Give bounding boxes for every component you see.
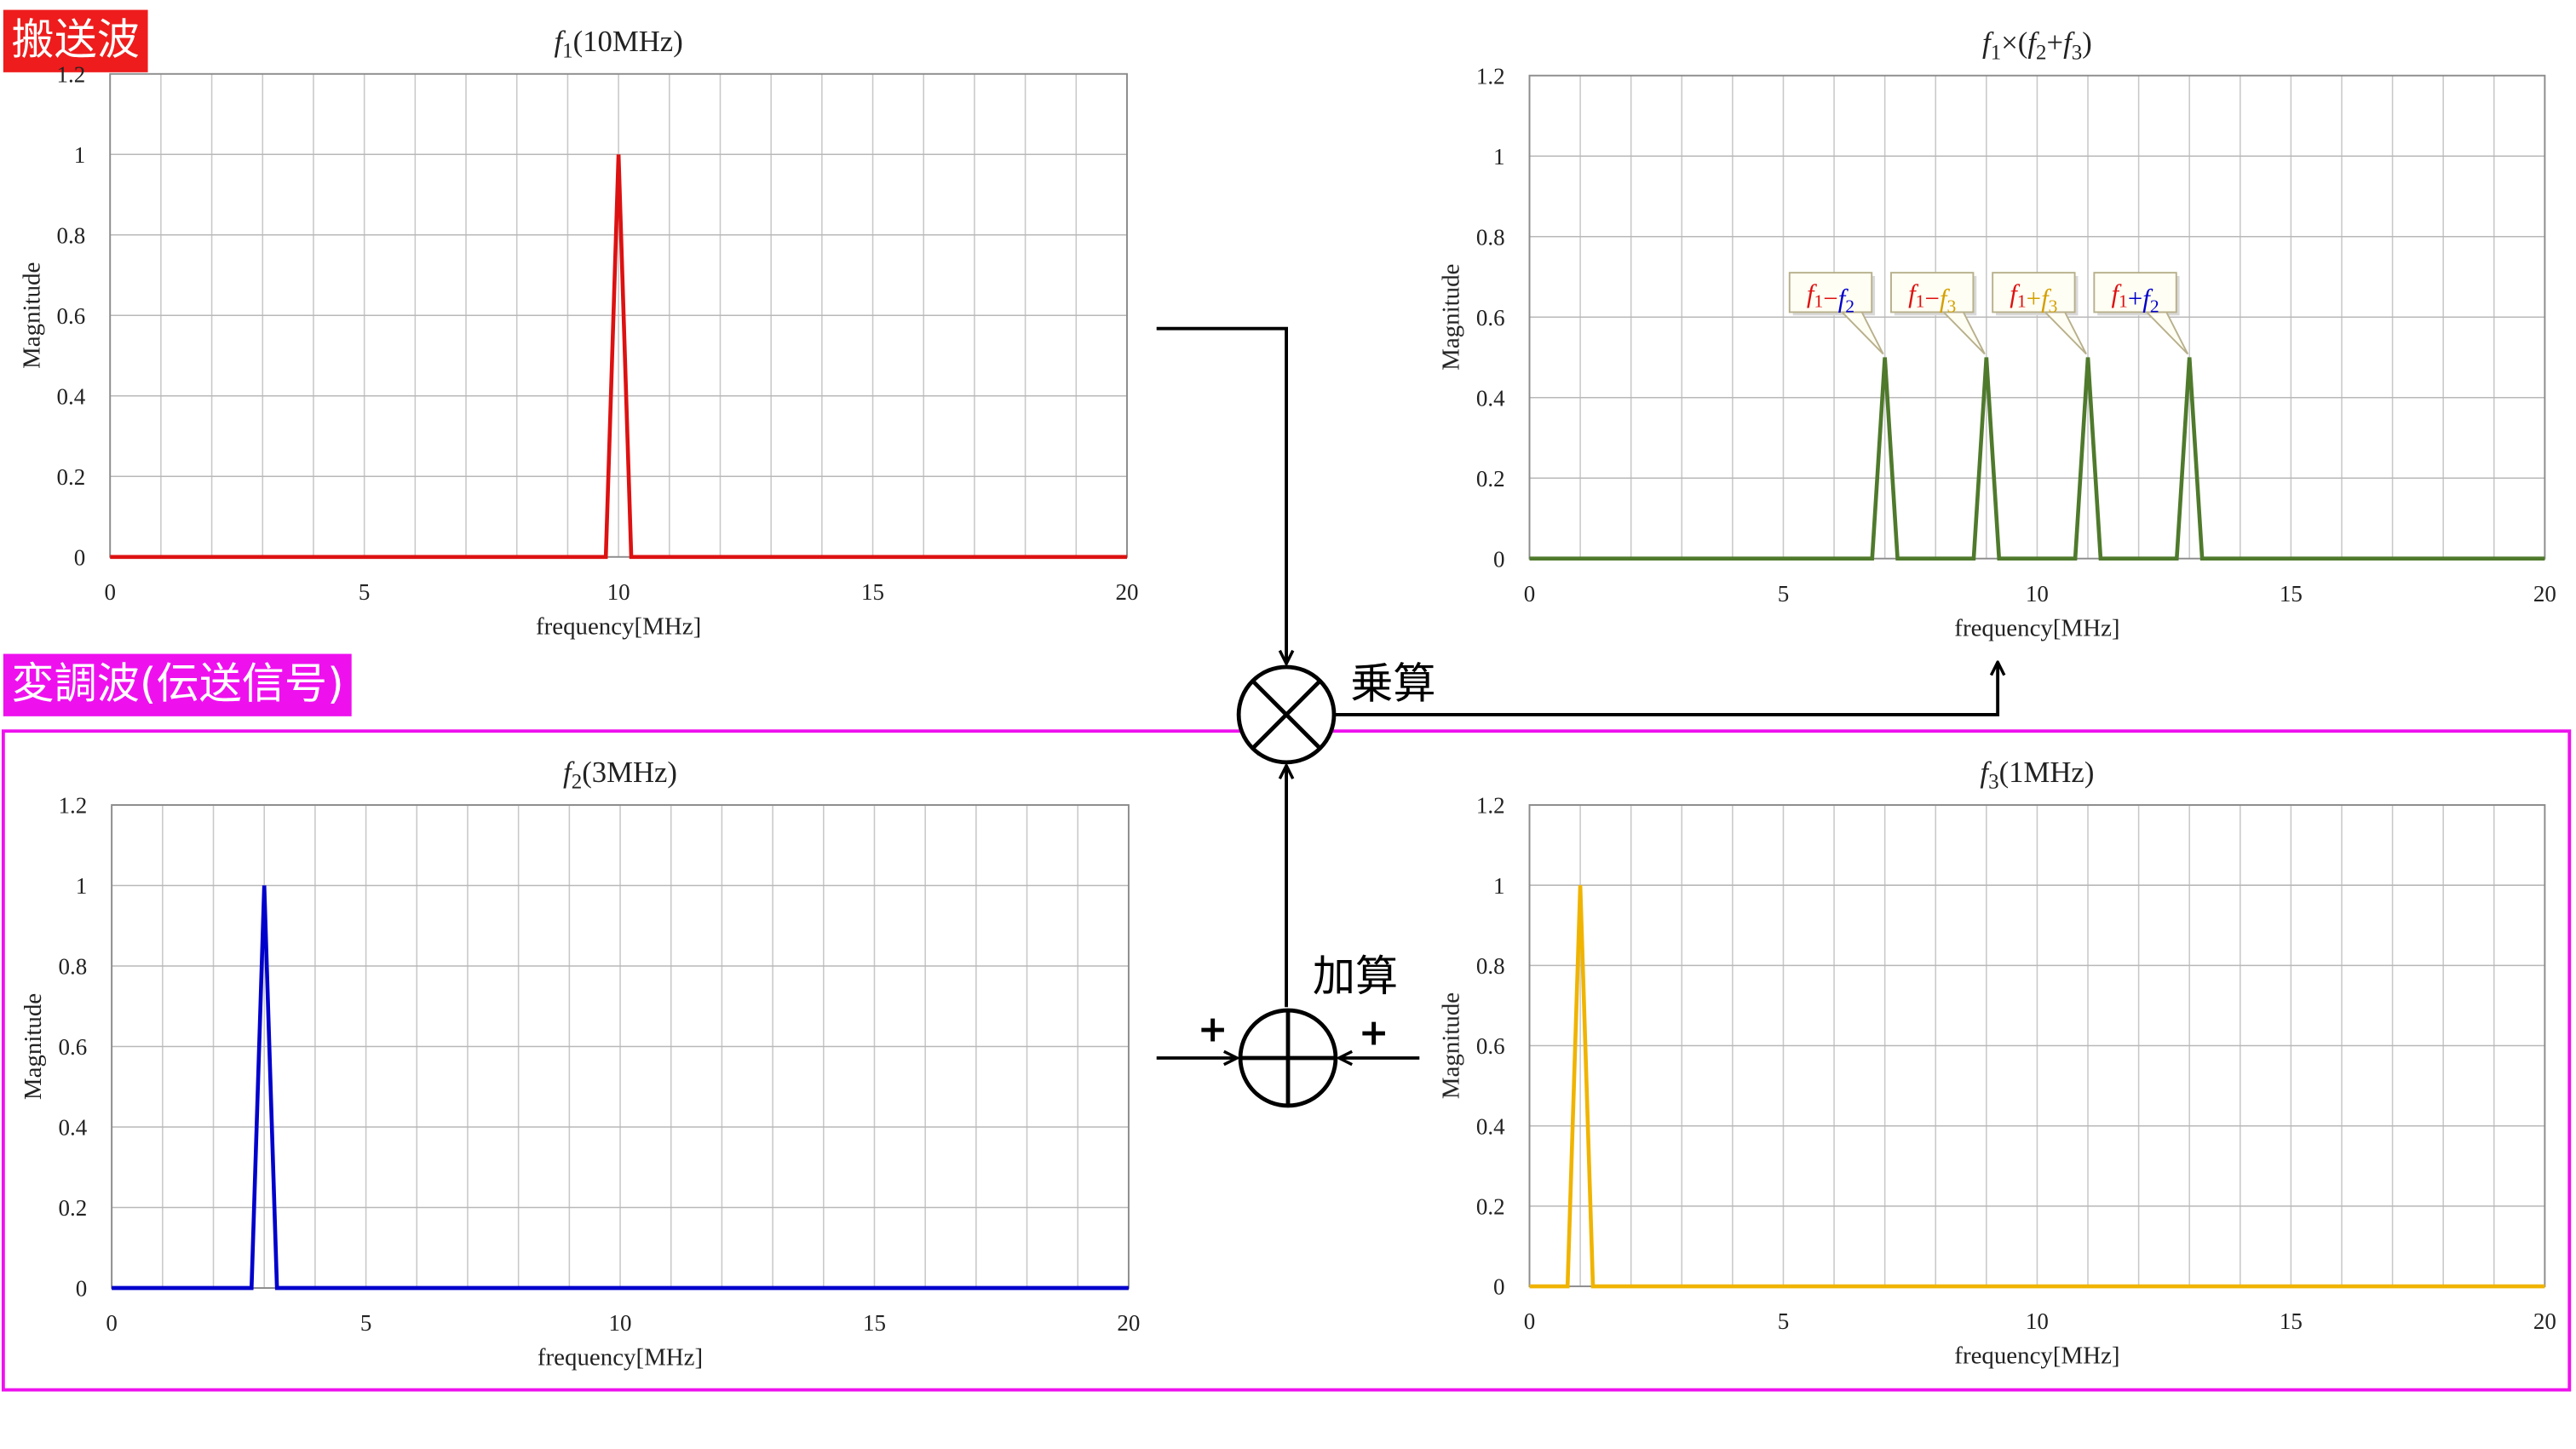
x-tick-label: 15 <box>2280 1308 2303 1334</box>
x-tick-label: 20 <box>1117 1310 1140 1336</box>
x-tick-label: 10 <box>2026 581 2049 607</box>
callout-box <box>2093 272 2177 313</box>
chart-title: f2(3MHz) <box>563 756 677 794</box>
plus-sign-right: + <box>1359 1013 1389 1055</box>
plot-area-frame <box>109 72 1128 558</box>
callout-pointer <box>1941 311 1986 355</box>
y-tick-label: 0.2 <box>1476 466 1505 492</box>
block-diagram: 00.20.40.60.811.20 5 10 15 20frequency[MHz]M… <box>18 25 2556 1371</box>
spectrum-series-line <box>1529 885 2545 1289</box>
y-tick-label: 1.2 <box>1476 793 1505 819</box>
y-axis-title: Magnitude <box>1438 992 1465 1099</box>
plus-sign-left: + <box>1198 1009 1228 1051</box>
spectrum-series-line <box>112 885 1129 1291</box>
y-tick-label: 0.4 <box>58 1115 87 1141</box>
y-tick-label: 1.2 <box>57 61 86 87</box>
x-tick-label: 20 <box>2533 1308 2556 1334</box>
y-tick-label: 0.2 <box>58 1195 87 1221</box>
x-tick-label: 15 <box>861 579 884 605</box>
y-tick-label: 0.8 <box>1476 953 1505 979</box>
x-tick-label: 5 <box>1778 581 1789 607</box>
y-tick-label: 0.6 <box>58 1034 87 1060</box>
signal-f3-spectrum-chart: 0 0.2 0.4 0.6 0.8 1 1.2 0 5 10 15 20 frequency[MHz] M… <box>1438 756 2556 1370</box>
y-tick-label: 0.8 <box>57 222 86 248</box>
x-tick-label: 0 <box>106 1310 118 1336</box>
x-tick-label: 0 <box>1524 581 1536 607</box>
x-tick-label: 5 <box>1778 1308 1789 1334</box>
carrier-to-multiplier-arrow <box>1156 326 1286 664</box>
y-tick-label: 1 <box>1493 873 1505 899</box>
x-tick-label: 15 <box>2280 581 2303 607</box>
adder-icon <box>1238 1008 1338 1108</box>
x-axis-title: frequency[MHz] <box>1954 1343 2119 1370</box>
x-tick-label: 0 <box>1524 1308 1536 1334</box>
callout-pointer <box>2144 311 2189 355</box>
chart-title: f1(10MHz) <box>554 25 682 63</box>
y-tick-label: 1.2 <box>58 793 87 819</box>
multiplier-to-product-arrow <box>1335 662 1998 716</box>
y-tick-label: 0.6 <box>57 303 86 329</box>
callout-label: f1−f2 <box>1788 272 1884 355</box>
signal-f2-spectrum-chart: 0 0.2 0.4 0.6 0.8 1 1.2 0 5 10 15 20 frequency[MHz] M… <box>20 756 1140 1371</box>
y-tick-label: 1 <box>1493 144 1505 170</box>
x-axis-title: frequency[MHz] <box>538 1344 703 1371</box>
x-tick-label: 0 <box>104 579 116 605</box>
spectrum-series-line <box>1529 357 2545 561</box>
y-tick-label: 0 <box>1493 1274 1505 1300</box>
callout-box <box>1788 272 1873 313</box>
carrier-wave-banner: 搬送波 <box>3 9 148 72</box>
x-tick-label: 10 <box>609 1310 632 1336</box>
x-tick-label: 15 <box>863 1310 886 1336</box>
y-tick-label: 0.4 <box>1476 1113 1505 1139</box>
callout-box <box>1890 272 1975 313</box>
multiply-label: 乗算 <box>1350 658 1435 709</box>
y-tick-label: 0.2 <box>1476 1194 1505 1220</box>
y-tick-label: 0.4 <box>1476 385 1505 411</box>
product-spectrum-chart: 0 0.2 0.4 0.6 0.8 1 1.2 0 5 10 15 20 frequency[MHz] M… <box>1438 26 2556 642</box>
x-tick-label: 5 <box>360 1310 371 1336</box>
y-tick-label: 1.2 <box>1476 63 1505 89</box>
y-axis-title: Magnitude <box>20 993 47 1100</box>
x-tick-label: 20 <box>2533 581 2556 607</box>
y-axis-title: Magnitude <box>1438 264 1465 371</box>
y-tick-label: 1 <box>76 873 87 899</box>
y-tick-label: 0.6 <box>1476 1033 1505 1059</box>
y-tick-label: 0.2 <box>57 464 86 490</box>
x-tick-label: 20 <box>1116 579 1139 605</box>
callout-pointer <box>2043 311 2087 355</box>
x-tick-label: 10 <box>2026 1308 2049 1334</box>
y-tick-label: 1 <box>74 142 86 168</box>
callout-box <box>1992 272 2076 313</box>
y-tick-label: 0.8 <box>58 954 87 980</box>
modulating-wave-banner: 変調波(伝送信号) <box>3 653 353 716</box>
x-tick-label: 10 <box>607 579 630 605</box>
y-tick-label: 0.6 <box>1476 305 1505 331</box>
x-axis-title: frequency[MHz] <box>1954 614 2119 641</box>
x-tick-label: 5 <box>359 579 371 605</box>
callout-pointer <box>1840 311 1884 355</box>
y-axis-title: Magnitude <box>18 262 45 369</box>
y-tick-label: 0.8 <box>1476 224 1505 250</box>
spectrum-series-line <box>110 154 1127 560</box>
y-tick-label: 0 <box>76 1276 87 1302</box>
carrier-spectrum-chart: 0 0.2 0.4 0.6 0.8 1 1.2 0 5 10 15 20 frequency[MHz] M… <box>18 25 1138 641</box>
diagram-stage: 搬送波 変調波(伝送信号) 0 0.2 0.4 0.6 0.8 1 1.2 0 5 10 15 20 f… <box>1 9 2572 1392</box>
callout-label: f1−f3 <box>1890 272 1986 355</box>
chart-title: f1×(f2+f3) <box>1982 26 2092 65</box>
y-tick-label: 0 <box>1493 546 1505 572</box>
chart-title: f3(1MHz) <box>1980 756 2094 794</box>
y-tick-label: 0.4 <box>57 383 86 409</box>
callout-label: f1+f2 <box>2093 272 2189 355</box>
multiplier-icon <box>1236 664 1337 765</box>
y-tick-label: 0 <box>74 544 86 570</box>
callout-label: f1+f3 <box>1992 272 2087 355</box>
x-axis-title: frequency[MHz] <box>536 612 701 640</box>
add-label: 加算 <box>1313 951 1398 1001</box>
